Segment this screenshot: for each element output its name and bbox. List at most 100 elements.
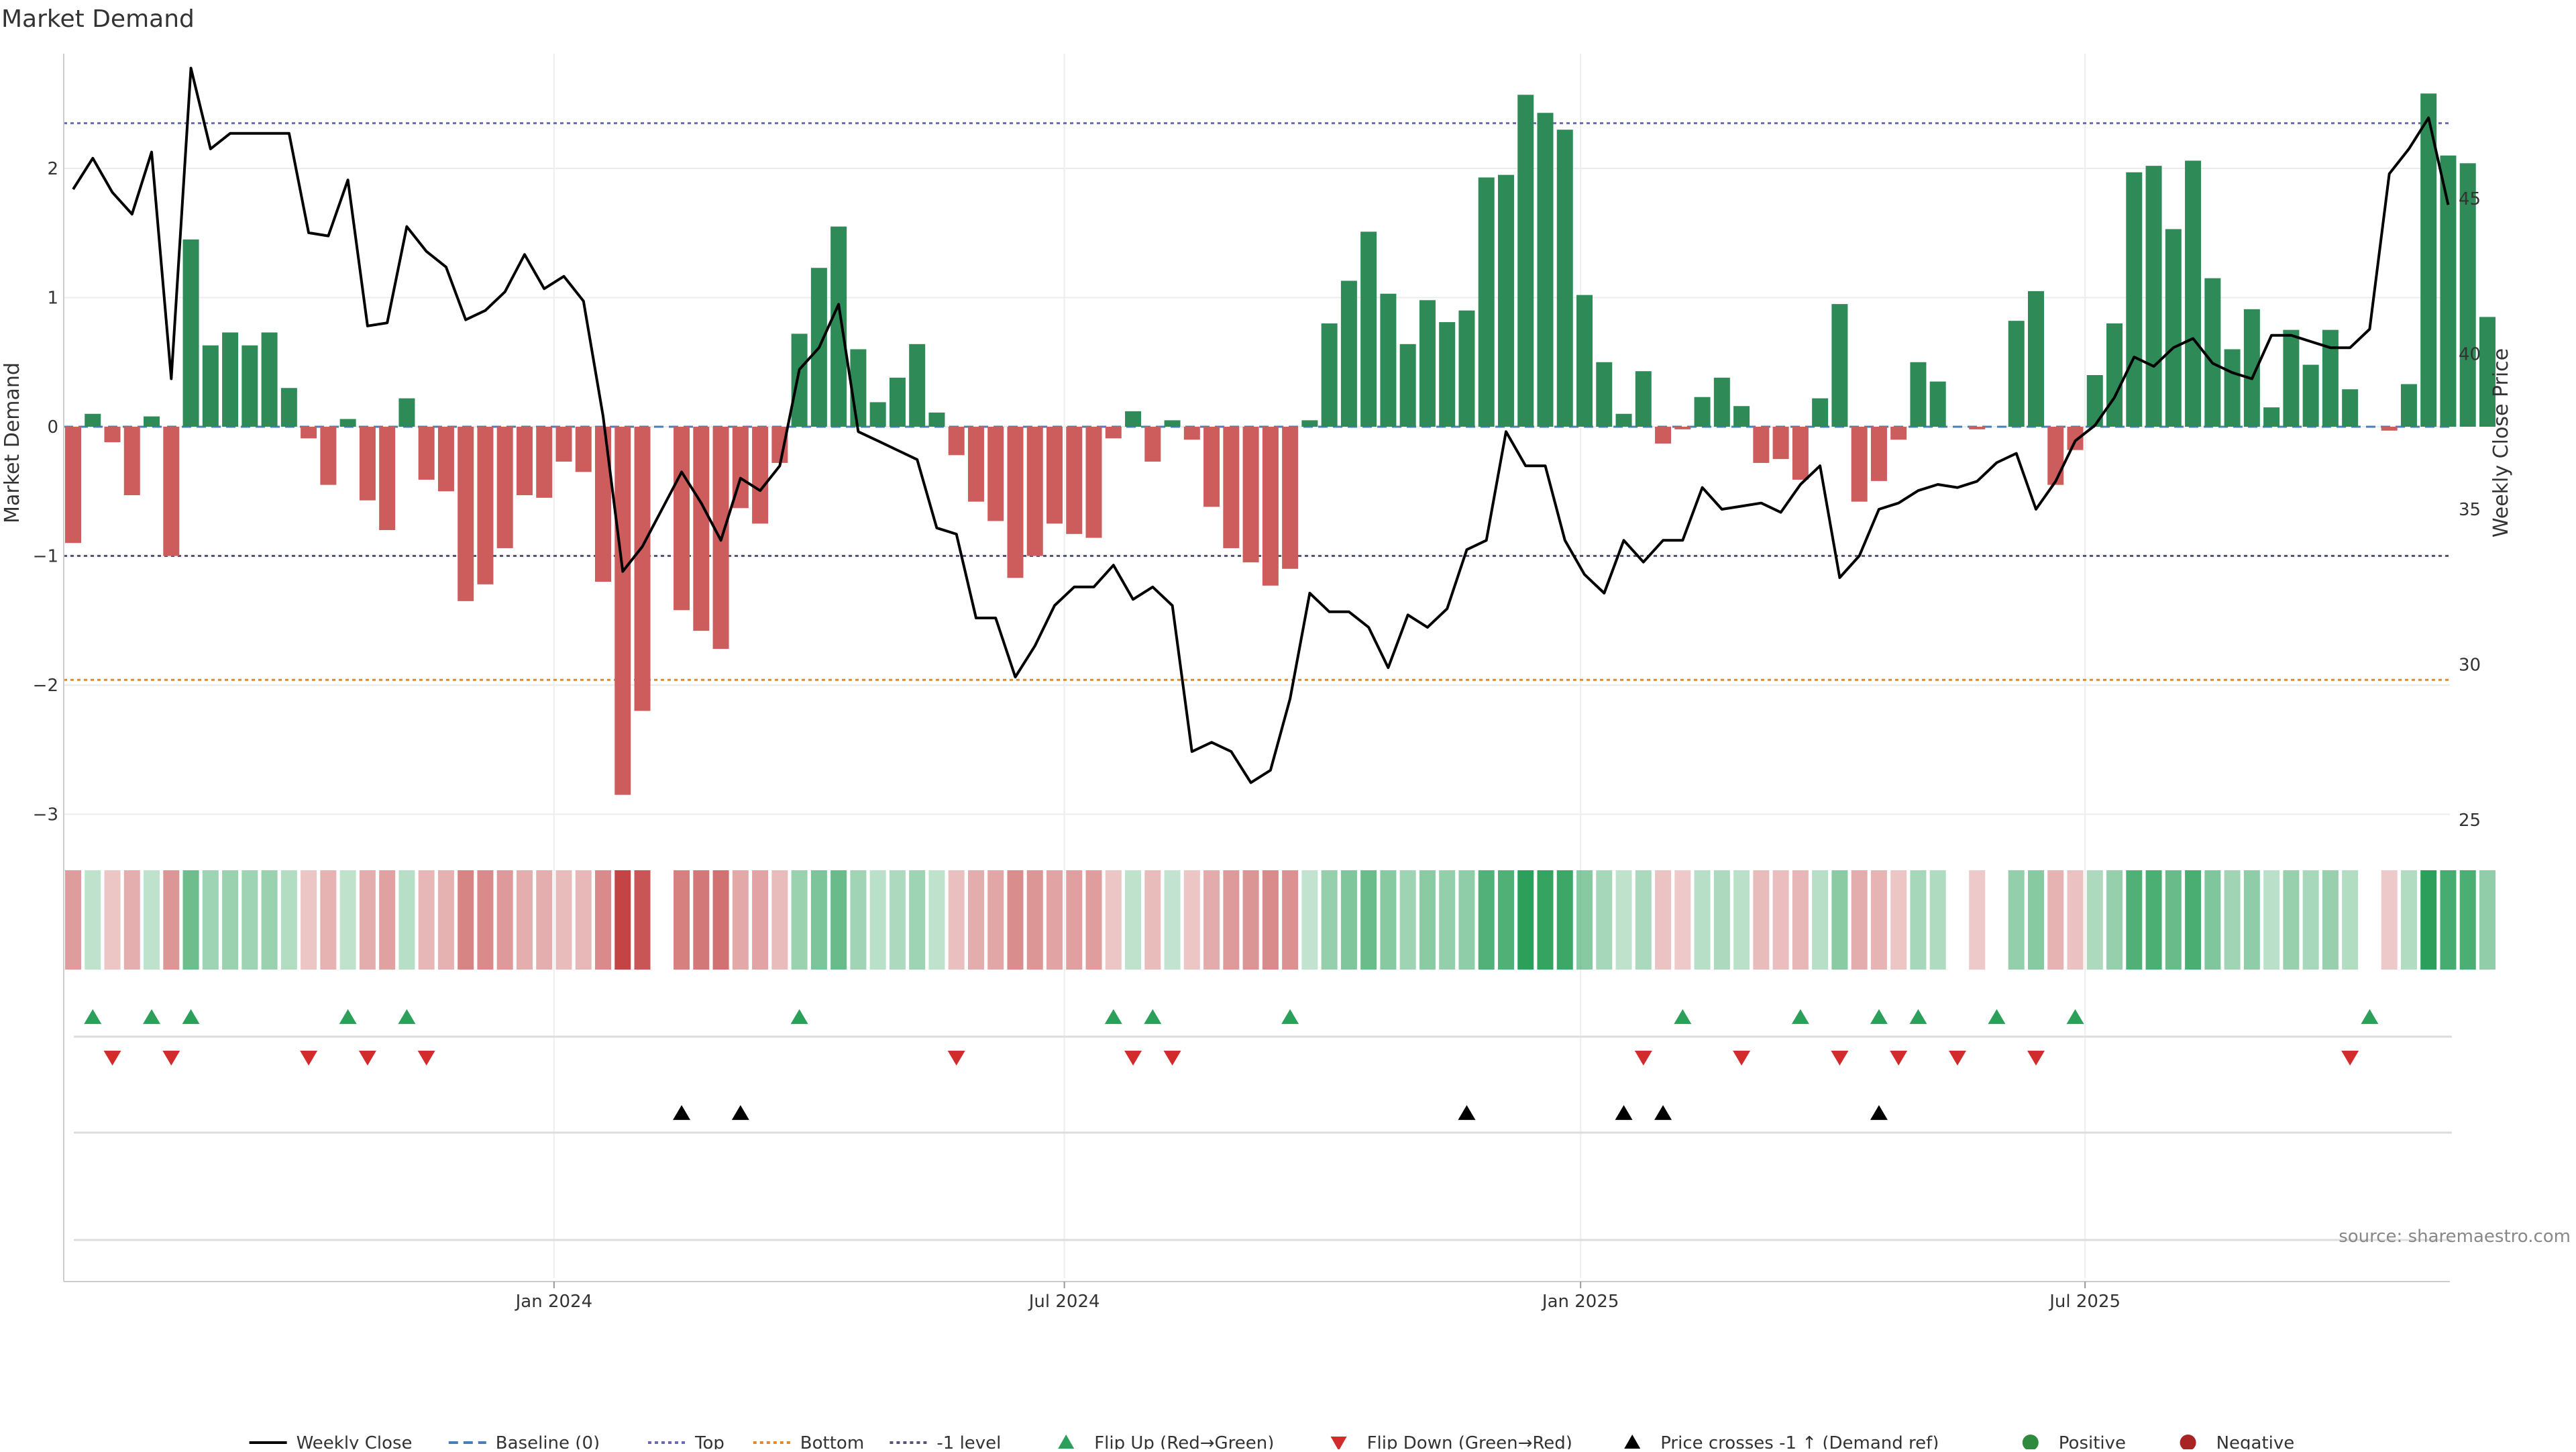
heat-cell	[1125, 870, 1142, 970]
demand-bar	[2165, 229, 2182, 427]
flip-up-marker	[1674, 1009, 1692, 1025]
heat-cell	[810, 870, 827, 970]
heat-cell	[65, 870, 81, 970]
heat-cell	[1301, 870, 1318, 970]
heat-cell	[1340, 870, 1357, 970]
legend-swatch	[1624, 1435, 1641, 1449]
heat-cell	[437, 870, 454, 970]
heat-cell	[1596, 870, 1613, 970]
heat-cell	[2008, 870, 2025, 970]
heat-cell	[595, 870, 612, 970]
legend-label: Weekly Close	[297, 1433, 413, 1449]
heat-cell	[379, 870, 396, 970]
legend-item: Baseline (0)	[448, 1433, 600, 1452]
demand-bar	[987, 427, 1004, 521]
demand-bar	[182, 239, 199, 427]
heat-cell	[948, 870, 965, 970]
demand-bar	[2185, 160, 2202, 427]
demand-bar	[2479, 317, 2496, 427]
heat-cell	[2400, 870, 2417, 970]
demand-bar	[1282, 427, 1299, 569]
demand-bar	[1340, 280, 1357, 427]
heat-cell	[2047, 870, 2064, 970]
demand-bar	[693, 427, 710, 631]
heat-cell	[555, 870, 572, 970]
demand-bars	[65, 93, 2496, 795]
demand-bar	[1223, 427, 1240, 548]
heat-cell	[1890, 870, 1907, 970]
demand-bar	[555, 427, 572, 462]
x-tick-label: Jan 2024	[515, 1292, 593, 1312]
flip-up-marker	[339, 1009, 357, 1025]
demand-bar	[418, 427, 435, 480]
demand-bar	[1694, 397, 1711, 427]
heat-cell	[516, 870, 533, 970]
heat-cell	[1674, 870, 1691, 970]
demand-bar	[1144, 427, 1161, 462]
heat-cell	[1419, 870, 1436, 970]
heat-cell	[1380, 870, 1397, 970]
heat-cell	[771, 870, 788, 970]
demand-bar	[2440, 155, 2457, 427]
heat-cell	[85, 870, 101, 970]
heat-cell	[1772, 870, 1789, 970]
flip-up-marker	[790, 1009, 808, 1025]
heat-cell	[1910, 870, 1927, 970]
flip-up-marker	[1791, 1009, 1809, 1025]
demand-bar	[1733, 406, 1750, 427]
demand-bar	[163, 427, 180, 556]
heat-cell	[850, 870, 867, 970]
legend-label: Top	[694, 1433, 724, 1449]
demand-bar	[339, 419, 356, 427]
flip-down-marker	[358, 1050, 376, 1066]
demand-bar	[2302, 364, 2319, 427]
flip-up-marker	[84, 1009, 102, 1025]
demand-bar	[1183, 427, 1200, 440]
flip-up-marker	[1281, 1009, 1299, 1025]
demand-bar	[2145, 166, 2162, 427]
legend-item: Positive	[2022, 1433, 2126, 1452]
heat-cell	[222, 870, 239, 970]
heat-cell	[536, 870, 553, 970]
demand-bar	[1321, 323, 1338, 427]
demand-bar	[830, 226, 847, 427]
price-cross-marker	[1870, 1105, 1888, 1121]
demand-bar	[1713, 377, 1730, 427]
y-tick-label: −1	[33, 547, 58, 567]
demand-bar	[2204, 278, 2221, 427]
demand-bar	[2322, 329, 2339, 427]
flip-up-marker	[1144, 1009, 1162, 1025]
demand-bar	[1046, 427, 1063, 524]
heat-cell	[1969, 870, 1986, 970]
demand-bar	[1360, 231, 1377, 427]
flip-up-marker	[143, 1009, 161, 1025]
heat-cell	[1026, 870, 1043, 970]
flip-down-marker	[1163, 1050, 1181, 1066]
heat-cell	[1713, 870, 1730, 970]
flip-down-marker	[1124, 1050, 1142, 1066]
heat-cell	[1733, 870, 1750, 970]
heat-cell	[1242, 870, 1259, 970]
demand-bar	[222, 332, 239, 427]
legend-label: Positive	[2059, 1433, 2126, 1449]
demand-bar	[1596, 362, 1613, 427]
source-label: source: sharemaestro.com	[2339, 1227, 2571, 1247]
demand-bar	[1870, 427, 1887, 481]
y-tick-label: 2	[47, 159, 58, 179]
y-tick-label: −2	[33, 676, 58, 696]
demand-heat-strip	[65, 870, 2496, 970]
flip-down-marker	[947, 1050, 965, 1066]
demand-bar	[65, 427, 81, 543]
heat-cell	[2145, 870, 2162, 970]
price-line-layer	[72, 66, 2450, 784]
demand-bar	[123, 427, 140, 496]
demand-bar	[1164, 420, 1181, 427]
y-axis-label: Market Demand	[1, 362, 24, 523]
legend-swatch	[2180, 1435, 2196, 1451]
heat-cell	[1615, 870, 1632, 970]
flip-down-marker	[2341, 1050, 2359, 1066]
demand-bar	[458, 427, 474, 601]
demand-bar	[2263, 407, 2280, 427]
y2-tick-label: 30	[2459, 656, 2481, 676]
x-tick-label: Jul 2024	[1028, 1292, 1100, 1312]
